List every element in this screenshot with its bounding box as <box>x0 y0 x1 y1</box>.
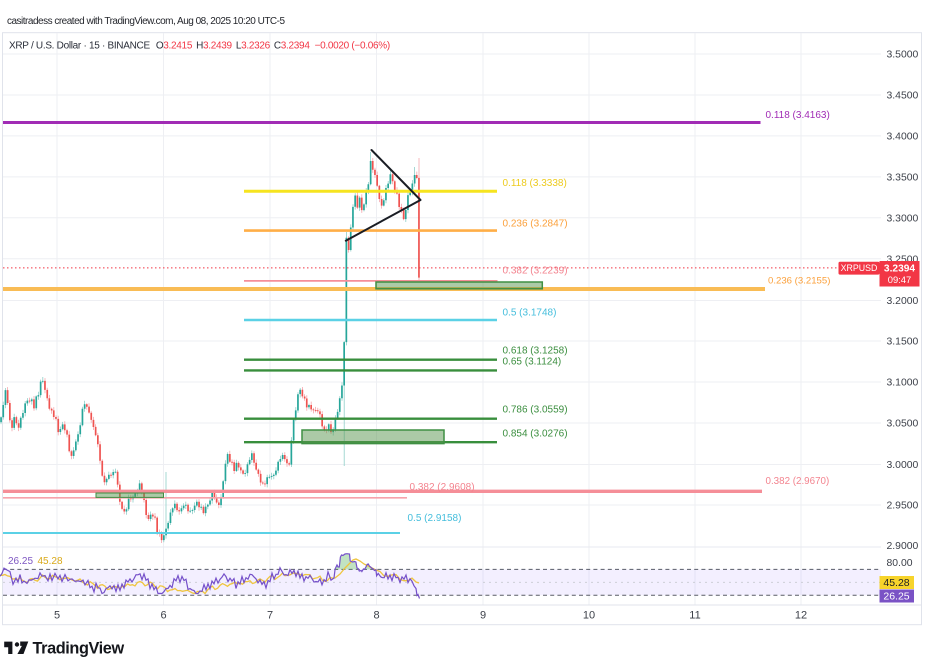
svg-text:09:47: 09:47 <box>888 274 911 285</box>
svg-text:3.2500: 3.2500 <box>887 255 919 266</box>
svg-text:3.5000: 3.5000 <box>887 50 919 61</box>
svg-text:3.0500: 3.0500 <box>887 419 919 430</box>
svg-text:0.618 (3.1258): 0.618 (3.1258) <box>503 346 568 357</box>
svg-text:26.25: 26.25 <box>883 591 909 603</box>
svg-text:0.5 (3.1748): 0.5 (3.1748) <box>503 308 557 319</box>
svg-text:0.382 (2.9608): 0.382 (2.9608) <box>410 482 475 493</box>
svg-text:XRP / U.S. Dollar · 15 · BINAN: XRP / U.S. Dollar · 15 · BINANCE O3.2415 H… <box>9 41 390 52</box>
svg-text:80.00: 80.00 <box>887 558 913 569</box>
svg-text:3.2000: 3.2000 <box>887 296 919 307</box>
svg-text:3.3500: 3.3500 <box>887 173 919 184</box>
svg-text:casitradess created with Tradi: casitradess created with TradingView.com… <box>7 16 285 27</box>
svg-text:11: 11 <box>689 610 700 622</box>
svg-text:0.118 (3.4163): 0.118 (3.4163) <box>766 110 830 121</box>
svg-text:3.0000: 3.0000 <box>887 460 919 471</box>
svg-text:2.9000: 2.9000 <box>887 541 919 552</box>
svg-text:0.382 (3.2239): 0.382 (3.2239) <box>503 266 568 277</box>
svg-text:3.2394: 3.2394 <box>884 264 915 275</box>
svg-text:0.236 (3.2155): 0.236 (3.2155) <box>768 276 830 287</box>
svg-text:0.65 (3.1124): 0.65 (3.1124) <box>503 357 562 368</box>
svg-text:9: 9 <box>480 610 486 622</box>
svg-text:8: 8 <box>373 610 379 622</box>
svg-text:0.382 (2.9670): 0.382 (2.9670) <box>766 476 830 487</box>
svg-text:7: 7 <box>267 610 273 622</box>
svg-text:3.3000: 3.3000 <box>887 214 919 225</box>
svg-text:XRPUSD: XRPUSD <box>841 263 878 273</box>
svg-text:0.854 (3.0276): 0.854 (3.0276) <box>503 429 568 440</box>
svg-text:TradingView: TradingView <box>33 640 125 658</box>
svg-text:0.118 (3.3338): 0.118 (3.3338) <box>503 178 567 189</box>
svg-text:26.25: 26.25 <box>8 556 33 567</box>
svg-text:0.236 (3.2847): 0.236 (3.2847) <box>503 219 568 230</box>
svg-text:3.1500: 3.1500 <box>887 337 919 348</box>
svg-text:0.5 (2.9158): 0.5 (2.9158) <box>408 513 462 524</box>
svg-text:3.4500: 3.4500 <box>887 91 919 102</box>
svg-text:45.28: 45.28 <box>883 577 909 589</box>
svg-text:0.786 (3.0559): 0.786 (3.0559) <box>503 405 568 416</box>
svg-text:45.28: 45.28 <box>38 556 63 567</box>
svg-text:2.9500: 2.9500 <box>887 501 919 512</box>
svg-text:3.4000: 3.4000 <box>887 132 919 143</box>
svg-text:6: 6 <box>160 610 166 622</box>
svg-text:3.1000: 3.1000 <box>887 378 919 389</box>
svg-text:5: 5 <box>54 610 60 622</box>
svg-text:10: 10 <box>583 610 595 622</box>
svg-text:12: 12 <box>795 610 807 622</box>
